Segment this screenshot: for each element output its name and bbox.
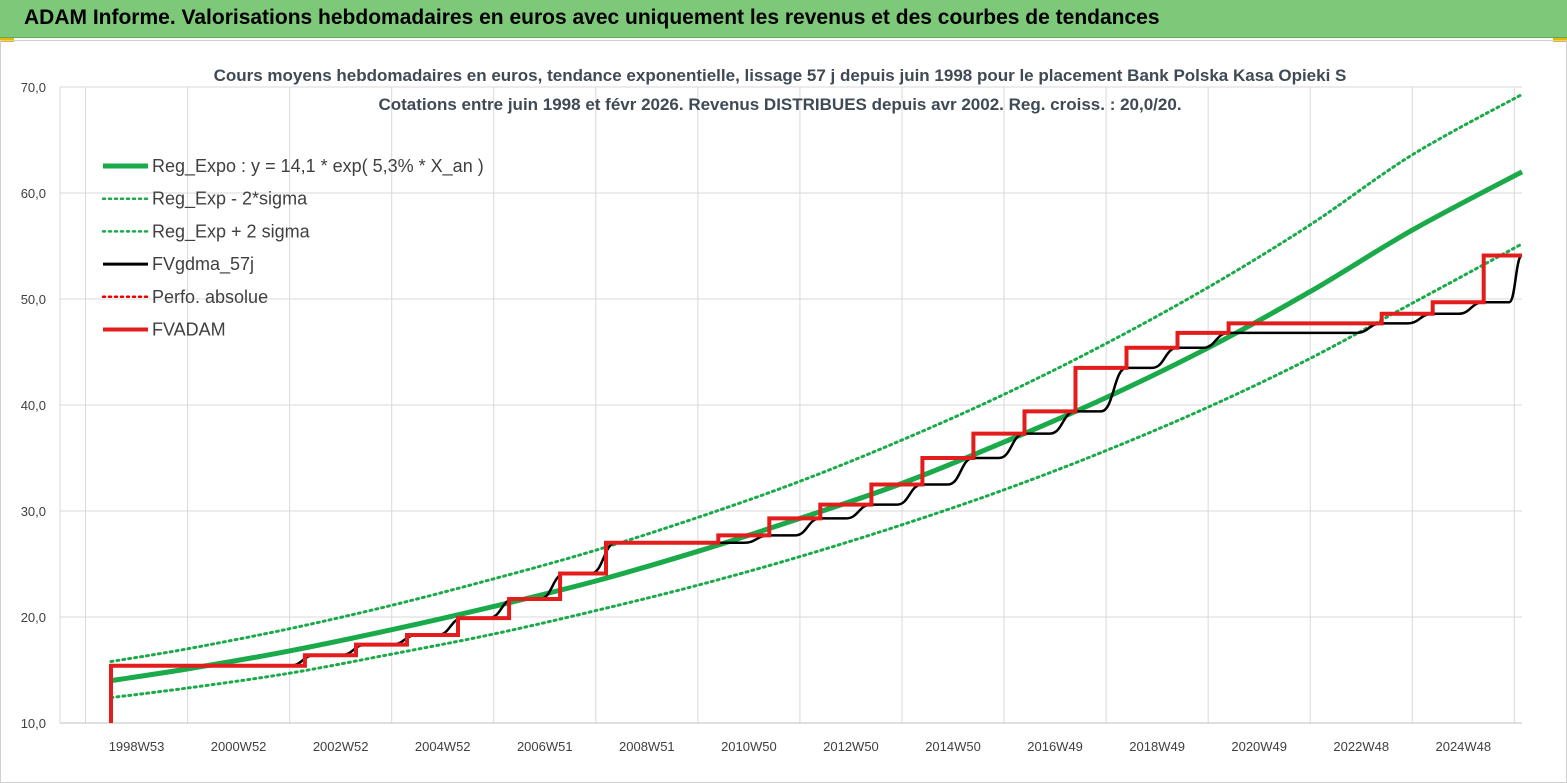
- report-header: ADAM Informe. Valorisations hebdomadaire…: [0, 0, 1567, 38]
- x-tick-label: 2020W49: [1231, 739, 1287, 754]
- series-lower-band: [109, 242, 1524, 700]
- axes: 10,0 20,0 30,0 40,0 50,0 60,0 70,0 1998W53 2000W…: [21, 80, 1522, 754]
- series-upper-band: [109, 92, 1524, 663]
- x-tick-label: 1998W53: [109, 739, 165, 754]
- legend-fvgdma-label: FVgdma_57j: [152, 254, 254, 275]
- y-tick-label: 60,0: [21, 186, 46, 201]
- x-tick-label: 2008W51: [619, 739, 675, 754]
- y-tick-label: 30,0: [21, 504, 46, 519]
- y-tick-label: 10,0: [21, 716, 46, 731]
- x-tick-label: 2004W52: [415, 739, 471, 754]
- legend-regression-label: Reg_Expo : y = 14,1 * exp( 5,3% * X_an ): [152, 156, 484, 177]
- y-tick-label: 20,0: [21, 610, 46, 625]
- y-tick-label: 50,0: [21, 292, 46, 307]
- legend-lower-band-label: Reg_Exp - 2*sigma: [152, 189, 308, 210]
- series-fvadam-line: [109, 253, 1522, 723]
- legend-upper-band-label: Reg_Exp + 2 sigma: [152, 221, 311, 242]
- x-tick-label: 2000W52: [211, 739, 267, 754]
- x-tick-label: 2002W52: [313, 739, 369, 754]
- legend-fvadam-label: FVADAM: [152, 320, 226, 340]
- x-tick-label: 2014W50: [925, 739, 981, 754]
- y-tick-label: 70,0: [21, 80, 46, 95]
- chart-title: Cours moyens hebdomadaires en euros, ten…: [214, 66, 1347, 85]
- y-tick-label: 40,0: [21, 398, 46, 413]
- x-tick-label: 2018W49: [1129, 739, 1185, 754]
- chart-subtitle: Cotations entre juin 1998 et févr 2026. …: [378, 95, 1181, 114]
- series-fvgdma-line: [111, 254, 1524, 668]
- x-tick-label: 2010W50: [721, 739, 777, 754]
- legend-perfo-label: Perfo. absolue: [152, 287, 268, 307]
- x-tick-label: 2012W50: [823, 739, 879, 754]
- grid-lines: [60, 86, 1522, 724]
- x-tick-label: 2022W48: [1333, 739, 1389, 754]
- series-lines: [109, 92, 1524, 723]
- x-tick-label: 2016W49: [1027, 739, 1083, 754]
- x-tick-label: 2006W51: [517, 739, 573, 754]
- legend: Reg_Expo : y = 14,1 * exp( 5,3% * X_an )…: [101, 156, 484, 340]
- report-title: ADAM Informe. Valorisations hebdomadaire…: [24, 6, 1160, 29]
- x-tick-label: 2024W48: [1435, 739, 1491, 754]
